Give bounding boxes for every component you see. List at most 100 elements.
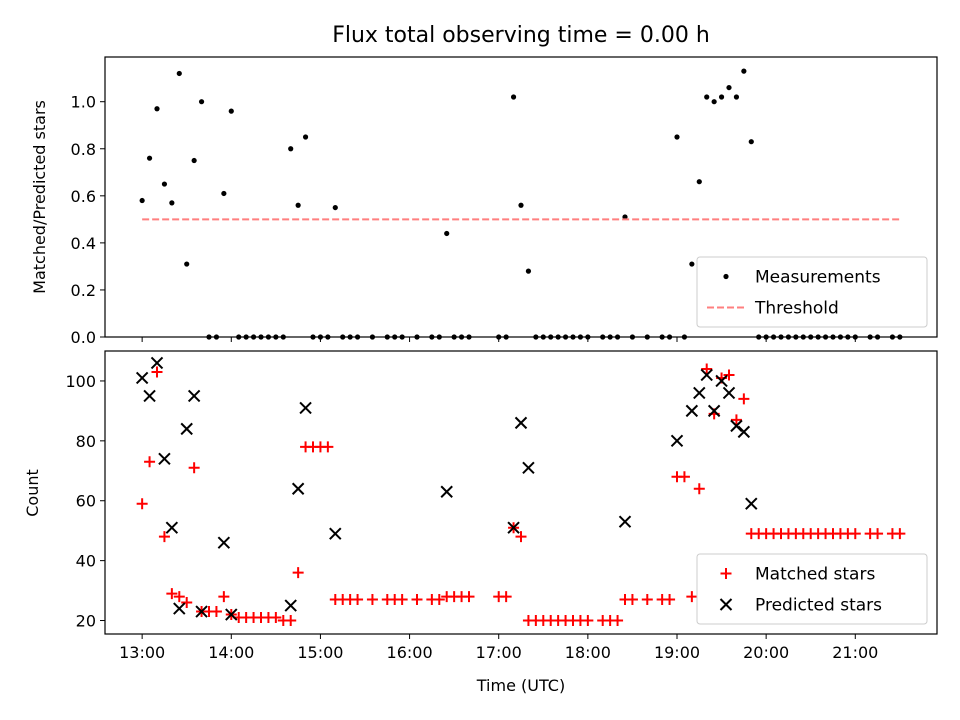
- chart-title: Flux total observing time = 0.00 h: [332, 23, 710, 48]
- bottom-y-axis-label: Count: [23, 469, 42, 517]
- bottom-panel: 20 40 60 80 100 13:00 14:00 15:00 16:00 17:00 18:…: [23, 350, 938, 695]
- bottom-y-axis: 20 40 60 80 100: [65, 372, 105, 631]
- top-plot-area: [139, 68, 903, 340]
- x-tick-label: 14:00: [208, 643, 254, 662]
- measurements-point: [176, 70, 182, 77]
- matched-stars-point: [158, 531, 170, 543]
- legend-label: Predicted stars: [755, 596, 882, 616]
- measurements-point: [169, 200, 175, 206]
- matched-stars-point: [166, 588, 178, 600]
- x-tick-label: 18:00: [565, 643, 611, 662]
- measurements-point: [718, 94, 725, 100]
- series-matched-stars: [136, 363, 906, 627]
- y-tick-label: 40: [76, 552, 96, 571]
- legend-swatch: [723, 273, 729, 280]
- predicted-stars-point: [670, 434, 684, 448]
- top-legend: Measurements Threshold: [696, 256, 928, 328]
- matched-stars-point: [500, 591, 512, 603]
- matched-stars-point: [686, 591, 698, 603]
- measurements-point: [726, 84, 732, 91]
- measurements-point: [622, 214, 628, 220]
- predicted-stars-point: [707, 404, 721, 418]
- y-tick-label: 0.6: [71, 187, 96, 206]
- measurements-point: [221, 190, 227, 197]
- measurements-point: [288, 146, 294, 152]
- y-tick-label: 100: [65, 372, 96, 391]
- predicted-stars-point: [737, 425, 751, 439]
- matched-stars-point: [144, 456, 156, 468]
- predicted-stars-point: [217, 536, 231, 549]
- measurements-point: [161, 181, 168, 187]
- matched-stars-point: [872, 528, 884, 540]
- measurements-point: [139, 197, 145, 204]
- matched-stars-point: [515, 531, 527, 543]
- measurements-point: [146, 155, 153, 161]
- measurements-point: [733, 94, 740, 100]
- top-x-axis: [141, 337, 856, 342]
- series-predicted-stars: [135, 356, 758, 621]
- measurements-point: [154, 106, 160, 112]
- bottom-x-axis: 13:00 14:00 15:00 16:00 17:00 18:00 19:00 20:00…: [119, 634, 878, 662]
- bottom-x-axis-label: Time (UTC): [476, 676, 565, 695]
- top-y-axis-label: Matched/Predicted stars: [30, 100, 49, 294]
- predicted-stars-point: [180, 422, 193, 436]
- legend-item-threshold: Threshold: [707, 299, 839, 319]
- matched-stars-point: [894, 528, 906, 540]
- legend-item-matched-stars: Matched stars: [720, 565, 875, 585]
- x-tick-label: 19:00: [654, 643, 700, 662]
- legend-label: Measurements: [755, 268, 881, 288]
- x-tick-label: 15:00: [297, 643, 343, 662]
- predicted-stars-point: [685, 404, 699, 418]
- matched-stars-point: [396, 594, 408, 606]
- measurements-point: [704, 94, 710, 100]
- predicted-stars-point: [700, 368, 713, 382]
- matched-stars-point: [433, 594, 445, 606]
- predicted-stars-point: [440, 485, 453, 498]
- predicted-stars-point: [329, 527, 342, 540]
- predicted-stars-point: [165, 521, 179, 534]
- x-tick-label: 21:00: [832, 643, 878, 662]
- matched-stars-point: [678, 471, 690, 483]
- measurements-point: [696, 179, 702, 185]
- matched-stars-point: [582, 615, 594, 627]
- matched-stars-point: [738, 393, 750, 405]
- y-tick-label: 20: [76, 612, 96, 631]
- y-tick-label: 80: [76, 432, 96, 451]
- legend-label: Threshold: [754, 299, 839, 319]
- matched-stars-point: [366, 594, 378, 606]
- predicted-stars-point: [299, 401, 312, 415]
- matched-stars-point: [270, 612, 282, 624]
- measurements-point: [748, 139, 754, 145]
- measurements-point: [198, 99, 205, 105]
- measurements-point: [191, 157, 197, 164]
- matched-stars-point: [849, 528, 861, 540]
- bottom-axes-frame: [104, 350, 938, 635]
- measurements-point: [689, 261, 695, 267]
- measurements-point: [295, 202, 301, 208]
- y-tick-label: 0.8: [71, 140, 96, 159]
- matched-stars-point: [730, 414, 742, 426]
- matched-stars-point: [285, 615, 297, 627]
- legend-swatch: [719, 598, 733, 611]
- matched-stars-point: [352, 594, 364, 606]
- x-tick-label: 20:00: [743, 643, 789, 662]
- measurements-point: [302, 134, 309, 140]
- matched-stars-point: [151, 366, 163, 378]
- matched-stars-point: [292, 567, 304, 579]
- predicted-stars-point: [715, 374, 728, 388]
- top-y-axis: 0.0 0.2 0.4 0.6 0.8 1.0: [71, 93, 105, 347]
- measurements-point: [518, 202, 524, 208]
- matched-stars-point: [218, 591, 230, 603]
- y-tick-label: 0.4: [71, 234, 96, 253]
- matched-stars-point: [701, 363, 713, 375]
- predicted-stars-point: [135, 371, 149, 385]
- matched-stars-point: [181, 597, 193, 609]
- predicted-stars-point: [291, 482, 305, 495]
- predicted-stars-point: [618, 515, 632, 528]
- predicted-stars-point: [187, 389, 201, 403]
- predicted-stars-point: [507, 521, 520, 534]
- matched-stars-point: [612, 615, 624, 627]
- matched-stars-point: [188, 462, 200, 474]
- matched-stars-point: [322, 441, 334, 453]
